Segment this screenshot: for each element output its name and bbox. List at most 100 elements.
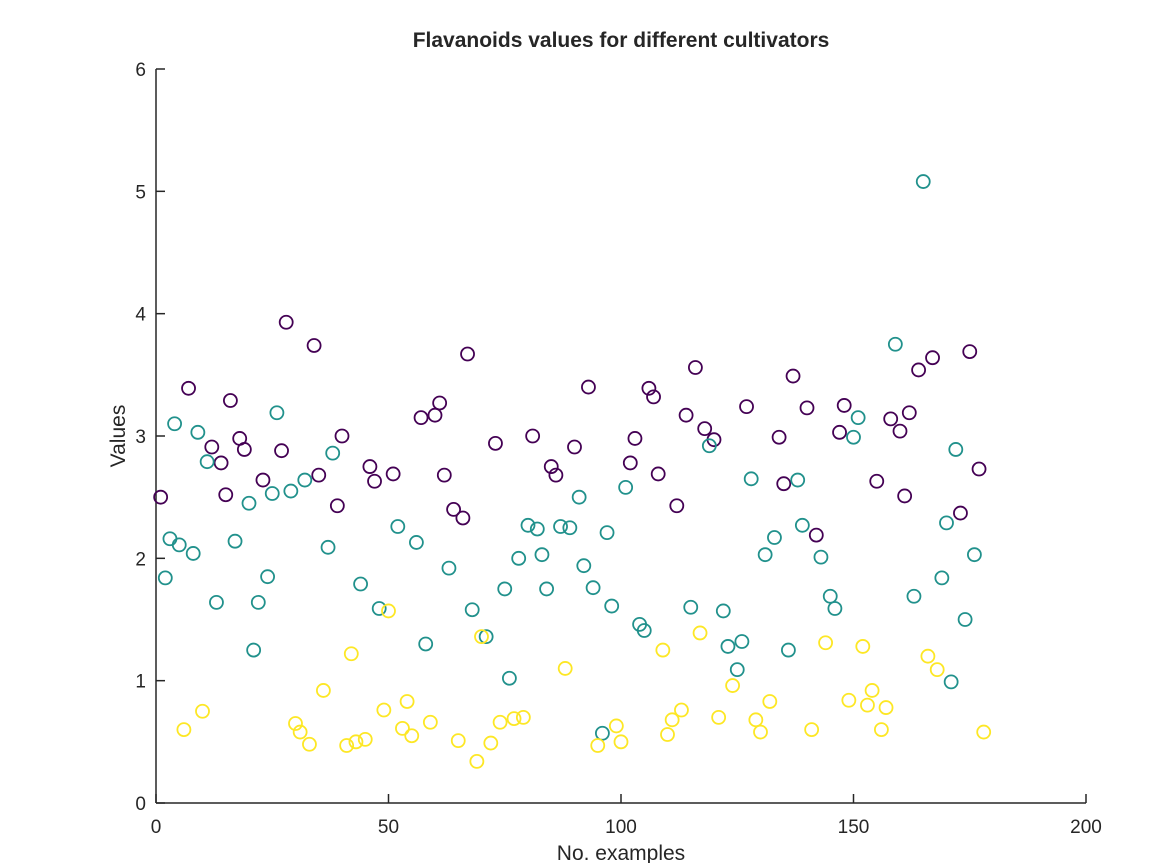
data-point-series-1 xyxy=(567,439,582,455)
data-point-series-2 xyxy=(734,634,750,649)
data-point-series-1 xyxy=(869,473,885,489)
data-point-series-2 xyxy=(408,535,424,550)
data-point-series-1 xyxy=(204,439,220,455)
data-point-series-1 xyxy=(897,488,913,504)
data-point-series-3 xyxy=(422,714,438,730)
data-point-series-2 xyxy=(934,570,950,586)
data-point-series-3 xyxy=(762,694,778,709)
data-point-series-3 xyxy=(613,734,629,750)
x-tick-label: 100 xyxy=(605,817,637,838)
data-point-series-1 xyxy=(669,498,685,514)
data-point-series-2 xyxy=(185,546,201,561)
data-point-series-1 xyxy=(832,424,847,440)
y-tick-label: 6 xyxy=(135,60,146,81)
data-point-series-2 xyxy=(585,580,601,596)
x-axis-label: No. examples xyxy=(557,842,685,863)
data-point-series-2 xyxy=(171,537,187,553)
data-point-series-2 xyxy=(297,472,313,488)
data-point-series-3 xyxy=(920,648,936,664)
data-point-series-3 xyxy=(357,731,373,747)
data-point-series-2 xyxy=(418,636,434,652)
data-point-series-2 xyxy=(371,601,387,616)
data-point-series-2 xyxy=(571,489,587,505)
data-point-series-2 xyxy=(167,416,183,432)
data-point-series-1 xyxy=(581,379,596,395)
data-point-series-3 xyxy=(348,734,364,750)
data-point-series-2 xyxy=(325,445,341,461)
y-tick-label: 0 xyxy=(135,794,146,815)
data-point-series-2 xyxy=(283,483,299,499)
data-point-series-2 xyxy=(241,495,257,511)
data-point-series-2 xyxy=(794,517,810,533)
data-point-series-3 xyxy=(608,718,624,734)
data-point-series-2 xyxy=(827,601,843,616)
data-point-series-1 xyxy=(548,467,564,483)
data-point-series-2 xyxy=(683,599,699,615)
data-point-series-2 xyxy=(190,424,206,440)
data-point-series-3 xyxy=(818,635,833,651)
data-point-series-3 xyxy=(748,712,764,728)
data-point-series-3 xyxy=(725,678,740,693)
data-point-series-1 xyxy=(771,429,787,445)
data-point-series-2 xyxy=(636,623,652,638)
data-point-series-2 xyxy=(618,479,634,495)
data-point-series-3 xyxy=(288,716,303,731)
x-tick-label: 0 xyxy=(151,817,162,838)
data-point-series-3 xyxy=(660,727,675,742)
y-tick-label: 1 xyxy=(135,672,146,693)
data-point-series-1 xyxy=(274,443,289,459)
data-point-series-1 xyxy=(255,472,271,488)
data-point-series-1 xyxy=(432,395,448,411)
data-point-series-2 xyxy=(157,570,173,586)
data-point-series-3 xyxy=(469,754,485,769)
data-point-series-1 xyxy=(329,498,345,514)
data-point-series-1 xyxy=(153,489,169,505)
data-point-series-3 xyxy=(557,661,573,676)
data-point-series-1 xyxy=(925,350,940,366)
x-tick-label: 150 xyxy=(838,817,870,838)
data-point-series-2 xyxy=(269,405,285,421)
data-point-series-3 xyxy=(864,683,880,698)
data-point-series-1 xyxy=(362,459,378,474)
data-point-series-2 xyxy=(511,550,527,566)
data-point-series-3 xyxy=(929,662,945,678)
data-point-series-2 xyxy=(534,547,550,563)
data-point-series-1 xyxy=(622,455,638,471)
data-point-series-2 xyxy=(497,581,513,597)
data-point-series-1 xyxy=(446,501,462,517)
data-point-series-3 xyxy=(711,709,727,725)
data-point-series-1 xyxy=(962,344,978,359)
data-point-series-3 xyxy=(302,736,317,752)
data-point-series-1 xyxy=(911,362,926,378)
data-point-series-2 xyxy=(822,588,838,604)
data-point-series-2 xyxy=(781,642,796,658)
chart-title: Flavanoids values for different cultivat… xyxy=(413,29,830,52)
data-point-series-1 xyxy=(181,380,196,396)
data-point-series-2 xyxy=(227,533,243,549)
data-point-series-1 xyxy=(836,398,852,413)
data-point-series-2 xyxy=(720,639,736,654)
data-point-series-2 xyxy=(813,549,829,565)
data-point-series-2 xyxy=(576,558,592,574)
data-point-series-2 xyxy=(790,472,806,488)
data-point-series-1 xyxy=(646,389,661,405)
data-point-series-2 xyxy=(264,486,280,501)
data-point-series-3 xyxy=(664,712,680,728)
data-point-series-2 xyxy=(260,569,276,585)
data-point-series-1 xyxy=(892,423,908,439)
data-point-series-3 xyxy=(674,702,689,718)
data-point-series-2 xyxy=(464,602,480,618)
data-point-series-3 xyxy=(506,711,522,726)
data-point-series-2 xyxy=(967,547,982,563)
data-point-series-3 xyxy=(395,720,410,736)
data-point-series-2 xyxy=(957,612,973,627)
data-point-series-3 xyxy=(399,694,415,709)
data-point-series-1 xyxy=(641,380,657,396)
data-point-series-1 xyxy=(455,510,471,526)
data-point-series-3 xyxy=(176,722,192,737)
data-point-series-1 xyxy=(901,405,917,421)
data-point-series-1 xyxy=(460,346,475,362)
y-tick-label: 3 xyxy=(135,427,146,448)
data-point-series-1 xyxy=(525,428,541,444)
